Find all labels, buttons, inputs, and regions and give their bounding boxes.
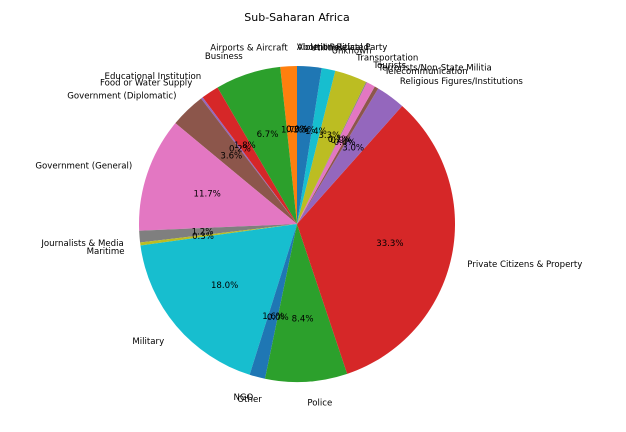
pie-slice-government-diplomatic xyxy=(175,98,297,224)
category-label-utilities: Utilities xyxy=(311,44,344,54)
category-label-religious-figures-institutions: Religious Figures/Institutions xyxy=(400,77,524,87)
category-label-violent-political-party: Violent Political Party xyxy=(297,43,387,53)
percentage-label-business: 6.7% xyxy=(257,130,279,140)
percentage-label-military: 18.0% xyxy=(211,281,238,291)
pie-slice-utilities xyxy=(297,66,322,224)
chart-title: Sub-Saharan Africa xyxy=(244,11,349,24)
category-label-private-citizens-property: Private Citizens & Property xyxy=(467,260,582,270)
pie-slice-telecommunication xyxy=(297,86,379,224)
category-label-food-or-water-supply: Food or Water Supply xyxy=(100,78,192,88)
pie-slice-tourists xyxy=(297,81,367,224)
percentage-label-terrorists-non-state-militia: 0.9% xyxy=(330,136,352,146)
percentage-label-government-diplomatic: 3.6% xyxy=(220,152,242,162)
percentage-label-food-or-water-supply: 0.2% xyxy=(229,144,251,154)
pie-slice-business xyxy=(217,66,297,225)
percentage-label-police: 8.4% xyxy=(292,315,314,325)
category-label-maritime: Maritime xyxy=(87,247,125,257)
percentage-label-religious-figures-institutions: 3.0% xyxy=(342,144,364,154)
pie-slice-journalists-media xyxy=(139,224,297,243)
pie-slice-terrorists-non-state-militia xyxy=(297,82,375,224)
pie-slice-ngo xyxy=(249,224,297,379)
percentage-label-airports-aircraft: 1.7% xyxy=(281,125,303,135)
percentage-label-private-citizens-property: 33.3% xyxy=(376,239,403,249)
percentage-labels: 0.0%1.7%6.7%1.8%0.2%3.6%11.7%1.2%0.3%18.… xyxy=(192,125,404,324)
percentage-label-violent-political-party: 0.0% xyxy=(286,125,308,135)
category-label-business: Business xyxy=(205,52,243,62)
pie-slice-government-general xyxy=(138,123,297,231)
percentage-label-telecommunication: 0.4% xyxy=(334,138,356,148)
pie-slice-airports-aircraft xyxy=(280,66,297,224)
pie-slice-police xyxy=(264,224,348,382)
category-label-abortion-related: Abortion Related xyxy=(297,43,369,53)
category-label-ngo: NGO xyxy=(233,393,253,403)
category-label-transportation: Transportation xyxy=(355,54,418,64)
category-label-other: Other xyxy=(237,395,262,405)
category-label-government-general: Government (General) xyxy=(35,162,132,172)
pie-slice-religious-figures-institutions xyxy=(297,88,403,224)
pie-slice-transportation xyxy=(297,70,366,225)
category-label-government-diplomatic: Government (Diplomatic) xyxy=(67,92,176,102)
pie-slice-maritime xyxy=(140,224,297,246)
percentage-label-journalists-media: 1.2% xyxy=(192,228,214,238)
category-label-tourists: Tourists xyxy=(372,61,406,71)
percentage-label-educational-institution: 1.8% xyxy=(234,141,256,151)
category-label-journalists-media: Journalists & Media xyxy=(40,239,123,249)
pie-slice-military xyxy=(140,224,297,375)
category-label-airports-aircraft: Airports & Aircraft xyxy=(210,43,288,53)
pie-slice-unknown xyxy=(297,67,336,224)
category-label-police: Police xyxy=(307,399,332,409)
category-label-educational-institution: Educational Institution xyxy=(105,72,202,82)
pie-slices xyxy=(138,66,456,382)
pie-slice-private-citizens-property xyxy=(297,106,456,374)
category-label-military: Military xyxy=(132,337,164,347)
pie-slice-food-or-water-supply xyxy=(201,97,297,224)
percentage-label-other: 0.0% xyxy=(267,313,289,323)
category-label-telecommunication: Telecommunication xyxy=(384,67,468,77)
percentage-label-transportation: 3.3% xyxy=(318,131,340,141)
percentage-label-tourists: 0.1% xyxy=(328,135,350,145)
percentage-label-utilities: 2.5% xyxy=(293,126,315,136)
percentage-label-ngo: 1.6% xyxy=(262,312,284,322)
percentage-label-abortion-related: 0.0% xyxy=(286,125,308,135)
category-labels: Abortion Related Airports & AircraftBusin… xyxy=(35,43,582,408)
percentage-label-maritime: 0.3% xyxy=(192,232,214,242)
percentage-label-unknown: 1.4% xyxy=(305,127,327,137)
pie-slice-educational-institution xyxy=(202,87,297,225)
category-label-unknown: Unknown xyxy=(332,47,372,57)
category-label-terrorists-non-state-militia: Terrorists/Non-State Militia xyxy=(377,63,492,73)
percentage-label-government-general: 11.7% xyxy=(194,190,221,200)
